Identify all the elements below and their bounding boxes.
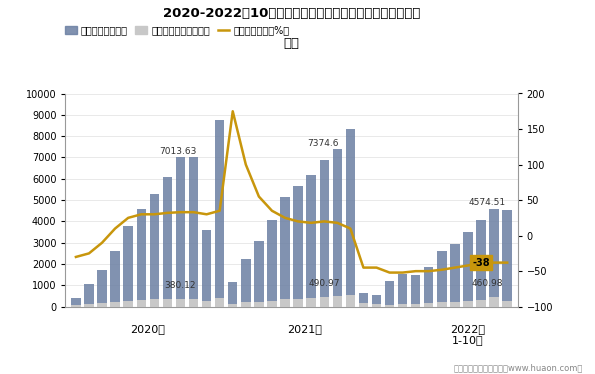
Bar — [477, 220, 486, 307]
Legend: 商品住宅（万㎡）, 商品住宅现房（万㎡）, 商品住宅增速（%）: 商品住宅（万㎡）, 商品住宅现房（万㎡）, 商品住宅增速（%） — [61, 22, 293, 39]
Bar — [176, 299, 185, 307]
Bar — [241, 259, 250, 307]
Bar — [162, 177, 172, 307]
Bar — [71, 305, 80, 307]
Bar — [437, 303, 447, 307]
Bar — [385, 304, 394, 307]
Bar — [359, 303, 368, 307]
Bar — [490, 209, 499, 307]
Bar — [202, 230, 211, 307]
Bar — [398, 304, 408, 307]
Text: 制图：华经产业研究院（www.huaon.com）: 制图：华经产业研究院（www.huaon.com） — [454, 363, 583, 372]
Bar — [71, 298, 80, 307]
Bar — [411, 275, 421, 307]
Bar — [293, 186, 303, 307]
Bar — [424, 303, 434, 307]
Bar — [477, 300, 486, 307]
Bar — [254, 240, 264, 307]
Bar — [398, 274, 408, 307]
Bar — [136, 300, 146, 307]
Text: 7013.63: 7013.63 — [159, 147, 196, 156]
Bar — [124, 226, 133, 307]
Bar — [149, 299, 159, 307]
Bar — [98, 270, 107, 307]
Bar — [490, 297, 499, 307]
Bar — [280, 299, 290, 307]
Bar — [162, 298, 172, 307]
Bar — [98, 303, 107, 307]
Bar — [228, 304, 237, 307]
Bar — [503, 301, 512, 307]
Bar — [346, 129, 355, 307]
Bar — [306, 175, 316, 307]
Bar — [136, 209, 146, 307]
Bar — [464, 301, 472, 307]
Bar — [254, 301, 264, 307]
Text: 7374.6: 7374.6 — [307, 139, 339, 148]
Text: 380.12: 380.12 — [165, 281, 196, 290]
Bar — [176, 157, 185, 307]
Bar — [267, 301, 277, 307]
Bar — [372, 304, 381, 307]
Bar — [189, 157, 198, 307]
Text: 490.97: 490.97 — [308, 279, 340, 288]
Bar — [111, 303, 120, 307]
Bar — [215, 120, 224, 307]
Bar — [359, 293, 368, 307]
Bar — [202, 301, 211, 307]
Bar — [411, 304, 421, 307]
Bar — [189, 298, 198, 307]
Bar — [280, 197, 290, 307]
Bar — [320, 297, 329, 307]
Text: 面积: 面积 — [284, 37, 299, 50]
Bar — [464, 232, 472, 307]
Bar — [306, 298, 316, 307]
Bar — [228, 282, 237, 307]
Bar — [267, 220, 277, 307]
Text: 2020年: 2020年 — [130, 324, 165, 334]
Text: 460.98: 460.98 — [472, 279, 503, 288]
Text: 2022年
1-10月: 2022年 1-10月 — [450, 324, 486, 345]
Bar — [437, 251, 447, 307]
Bar — [424, 267, 434, 307]
Bar — [320, 160, 329, 307]
Bar — [503, 210, 512, 307]
Bar — [333, 150, 342, 307]
Bar — [293, 298, 303, 307]
Bar — [385, 281, 394, 307]
Bar — [450, 302, 459, 307]
Bar — [241, 303, 250, 307]
Bar — [124, 301, 133, 307]
Text: 2020-2022年10月浙江房地产商品住宅及商品住宅现房销售: 2020-2022年10月浙江房地产商品住宅及商品住宅现房销售 — [163, 7, 420, 21]
Bar — [372, 295, 381, 307]
Bar — [84, 304, 93, 307]
Bar — [111, 251, 120, 307]
Text: 4574.51: 4574.51 — [469, 198, 506, 207]
Bar — [346, 295, 355, 307]
Bar — [333, 296, 342, 307]
Bar — [450, 244, 459, 307]
Text: 2021年: 2021年 — [287, 324, 322, 334]
Bar — [215, 298, 224, 307]
Bar — [84, 284, 93, 307]
Text: -38: -38 — [472, 258, 490, 268]
Bar — [149, 194, 159, 307]
